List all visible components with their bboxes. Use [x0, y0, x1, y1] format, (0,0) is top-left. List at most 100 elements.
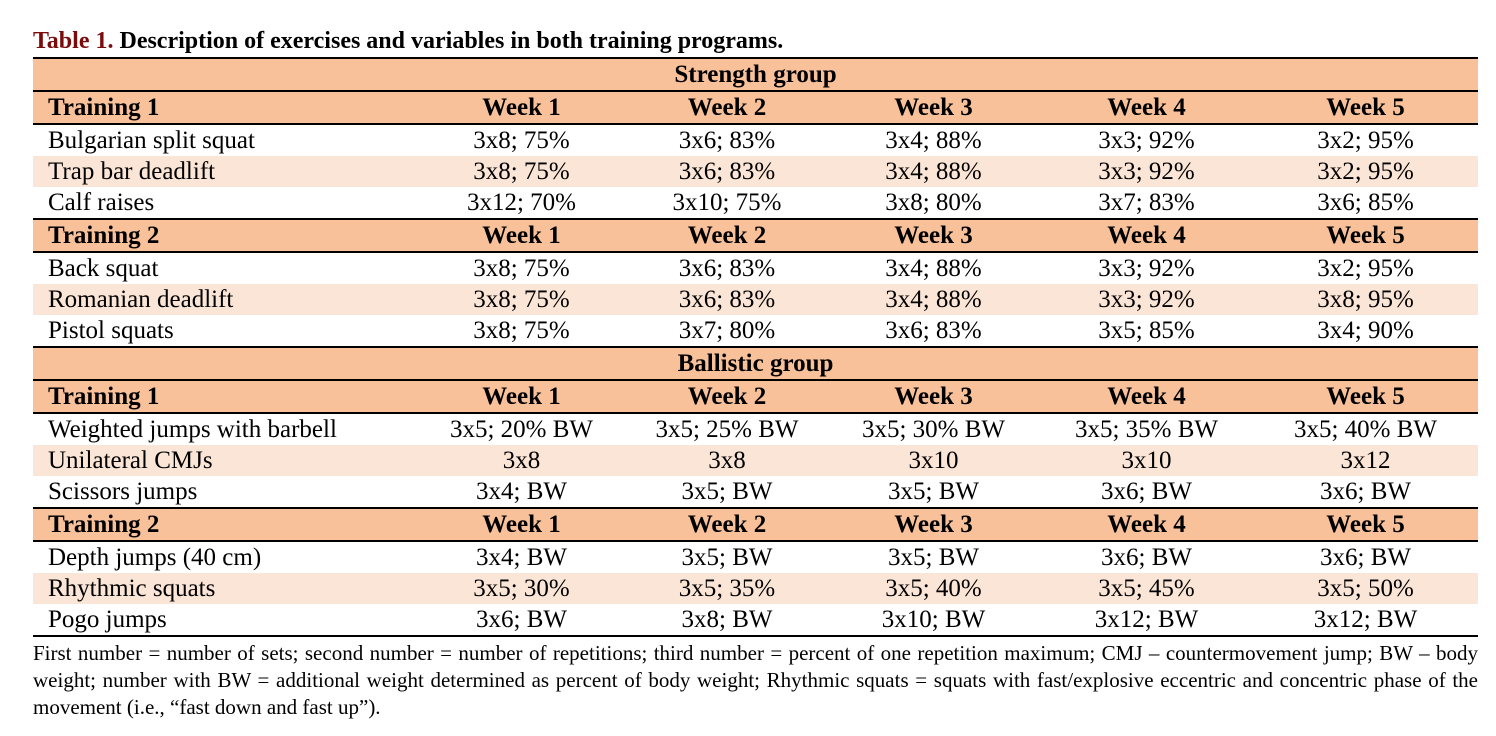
table-cell: 3x6; 83% — [827, 315, 1040, 348]
exercise-name: Bulgarian split squat — [48, 126, 255, 154]
exercise-name: Trap bar deadlift — [33, 156, 416, 187]
table-cell: 3x6; BW — [1101, 543, 1192, 571]
week-header: Week 3 — [827, 507, 1040, 542]
exercise-name: Unilateral CMJs — [33, 445, 416, 476]
table-cell: 3x5; 25% BW — [655, 415, 799, 443]
exercise-name: Weighted jumps with barbell — [48, 415, 337, 443]
table-cell: 3x5; 35% — [627, 573, 827, 604]
week-header: Week 1 — [416, 507, 627, 542]
table-cell: 3x6; BW — [416, 604, 627, 637]
week-header: Week 5 — [1253, 507, 1479, 542]
week-header: Week 3 — [827, 379, 1040, 414]
table-figure: Table 1. Description of exercises and va… — [33, 25, 1479, 721]
group-title: Strength group — [33, 57, 1479, 91]
exercise-name: Pogo jumps — [33, 604, 416, 637]
week-header: Week 2 — [627, 507, 827, 542]
table-cell: 3x5; 40% — [827, 573, 1040, 604]
table-cell: 3x5; 20% BW — [449, 415, 594, 443]
table-row: Trap bar deadlift 3x8; 75% 3x6; 83% 3x4; 88… — [33, 156, 1479, 187]
table-row: Weighted jumps with barbell 3x5; 20% BW 3x… — [33, 413, 1478, 445]
table-cell: 3x5; 30% — [416, 573, 627, 604]
table-cell: 3x7; 80% — [627, 315, 827, 348]
table-row: Pistol squats 3x8; 75% 3x7; 80% 3x6; 83% 3x5… — [33, 315, 1479, 348]
training-label: Training 2 — [33, 507, 416, 542]
week-header: Week 3 — [827, 90, 1040, 125]
table-cell: 3x8; 75% — [416, 284, 627, 315]
table-cell: 3x3; 92% — [1040, 156, 1253, 187]
table-cell: 3x8; 75% — [416, 156, 627, 187]
table-cell: 3x4; 90% — [1253, 315, 1479, 348]
table-cell: 3x5; BW — [681, 477, 773, 505]
table-cell: 3x6; 83% — [627, 156, 827, 187]
table-cell: 3x5; 30% BW — [861, 415, 1006, 443]
training-header-row: Training 1 Week 1 Week 2 Week 3 Week 4 Week 5 — [33, 379, 1479, 414]
table-cell: 3x6; BW — [1320, 477, 1411, 505]
table-cell: 3x6; 83% — [627, 284, 827, 315]
table-cell: 3x4; BW — [476, 543, 567, 571]
table-caption: Table 1. Description of exercises and va… — [33, 25, 1478, 57]
table-cell: 3x2; 95% — [1317, 254, 1414, 282]
table-footnote: First number = number of sets; second nu… — [33, 641, 1478, 719]
table-cell: 3x3; 92% — [1098, 126, 1195, 154]
table-cell: 3x5; BW — [681, 543, 773, 571]
table-cell: 3x12; 70% — [466, 188, 577, 216]
table-cell: 3x5; 85% — [1040, 315, 1253, 348]
training-table: Strength group Training 1 Week 1 Week 2 Week… — [33, 57, 1479, 637]
training-label: Training 2 — [33, 218, 416, 253]
table-row: Pogo jumps 3x6; BW 3x8; BW 3x10; BW 3x12; BW… — [33, 604, 1479, 637]
table-cell: 3x7; 83% — [1098, 188, 1195, 216]
training-label: Training 1 — [33, 379, 416, 414]
table-row: Rhythmic squats 3x5; 30% 3x5; 35% 3x5; 40% 3… — [33, 573, 1479, 604]
table-cell: 3x6; BW — [1101, 477, 1192, 505]
table-cell: 3x4; 88% — [827, 284, 1040, 315]
week-header: Week 5 — [1253, 379, 1479, 414]
week-header: Week 2 — [627, 379, 827, 414]
table-cell: 3x4; 88% — [827, 156, 1040, 187]
week-header: Week 1 — [416, 90, 627, 125]
exercise-name: Depth jumps (40 cm) — [48, 543, 262, 571]
table-cell: 3x8; 95% — [1253, 284, 1479, 315]
week-header: Week 2 — [627, 218, 827, 253]
table-cell: 3x8; 80% — [885, 188, 982, 216]
exercise-name: Calf raises — [48, 188, 155, 216]
table-cell: 3x8; 75% — [473, 126, 570, 154]
table-cell: 3x5; BW — [888, 543, 979, 571]
table-body: Strength group Training 1 Week 1 Week 2 Week… — [33, 57, 1479, 637]
week-header: Week 4 — [1040, 379, 1253, 414]
table-cell: 3x12 — [1253, 445, 1479, 476]
table-row: Depth jumps (40 cm) 3x4; BW 3x5; BW 3x5; BW… — [33, 541, 1478, 573]
training-header-row: Training 1 Week 1 Week 2 Week 3 Week 4 Week 5 — [33, 90, 1479, 125]
table-cell: 3x4; BW — [476, 477, 567, 505]
exercise-name: Romanian deadlift — [33, 284, 416, 315]
table-cell: 3x8 — [627, 445, 827, 476]
week-header: Week 5 — [1253, 90, 1479, 125]
table-row: Scissors jumps 3x4; BW 3x5; BW 3x5; BW 3x6; … — [33, 476, 1478, 508]
table-cell: 3x4; 88% — [885, 126, 982, 154]
table-cell: 3x8; 75% — [473, 254, 570, 282]
group-header-row: Ballistic group — [33, 346, 1479, 380]
table-cell: 3x10; 75% — [672, 188, 782, 216]
table-cell: 3x6; 83% — [678, 126, 776, 154]
table-cell: 3x5; 40% BW — [1293, 415, 1438, 443]
table-row: Calf raises 3x12; 70% 3x10; 75% 3x8; 80% 3x7… — [33, 187, 1478, 219]
table-cell: 3x3; 92% — [1098, 254, 1195, 282]
table-cell: 3x2; 95% — [1317, 126, 1414, 154]
group-header-row: Strength group — [33, 57, 1479, 91]
exercise-name: Back squat — [48, 254, 159, 282]
table-cell: 3x6; BW — [1320, 543, 1411, 571]
table-row: Romanian deadlift 3x8; 75% 3x6; 83% 3x4; 88… — [33, 284, 1479, 315]
training-header-row: Training 2 Week 1 Week 2 Week 3 Week 4 Week 5 — [33, 507, 1479, 542]
week-header: Week 3 — [827, 218, 1040, 253]
table-row: Bulgarian split squat 3x8; 75% 3x6; 83% 3x4… — [33, 124, 1478, 156]
table-cell: 3x5; 45% — [1040, 573, 1253, 604]
week-header: Week 2 — [627, 90, 827, 125]
table-cell: 3x5; BW — [888, 477, 979, 505]
table-cell: 3x10 — [1040, 445, 1253, 476]
caption-number: Table 1. — [33, 28, 114, 54]
caption-text: Description of exercises and variables i… — [119, 28, 784, 54]
table-cell: 3x8; BW — [627, 604, 827, 637]
training-label: Training 1 — [33, 90, 416, 125]
table-cell: 3x5; 35% BW — [1074, 415, 1219, 443]
training-header-row: Training 2 Week 1 Week 2 Week 3 Week 4 Week 5 — [33, 218, 1479, 253]
table-cell: 3x6; 85% — [1317, 188, 1414, 216]
